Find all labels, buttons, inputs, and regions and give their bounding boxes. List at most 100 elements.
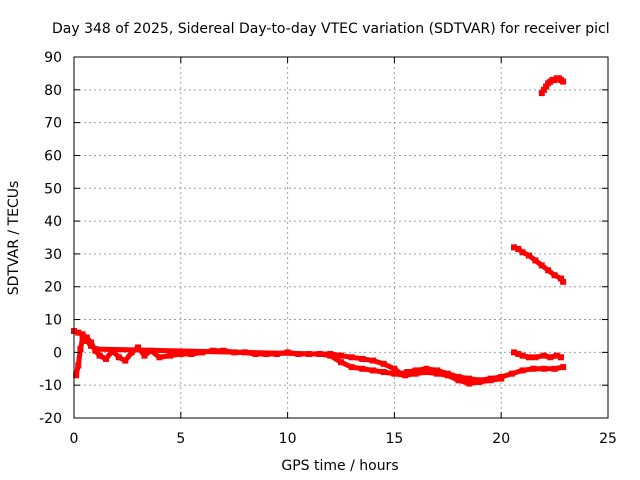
plot-frame (73, 56, 609, 419)
data-point (511, 349, 518, 356)
chart-title: Day 348 of 2025, Sidereal Day-to-day VTE… (52, 21, 610, 37)
data-point (423, 369, 430, 376)
y-tick-label: 0 (53, 345, 62, 361)
data-point (434, 370, 441, 377)
data-point (547, 354, 554, 361)
data-point (404, 369, 411, 376)
data-point (188, 351, 195, 358)
series-high-arc (538, 75, 567, 97)
data-point (455, 377, 462, 384)
data-point (444, 372, 451, 379)
y-tick-label: 40 (44, 214, 62, 230)
data-point (540, 365, 547, 372)
data-point (156, 354, 163, 361)
data-point (88, 342, 95, 349)
x-tick-label: 25 (599, 431, 617, 447)
data-point (83, 334, 90, 341)
data-point (359, 365, 366, 372)
data-point (532, 354, 539, 361)
data-point (316, 351, 323, 358)
data-point (498, 375, 505, 382)
data-point (545, 267, 552, 274)
data-point (466, 380, 473, 387)
series-declining-arc (511, 244, 567, 285)
data-point (348, 354, 355, 361)
data-point (370, 367, 377, 374)
series-main-track-lower (73, 336, 505, 387)
data-point (380, 360, 387, 367)
data-point (487, 377, 494, 384)
y-tick-label: 90 (44, 50, 62, 66)
data-point (466, 375, 473, 382)
data-point (515, 245, 522, 252)
data-point (540, 86, 547, 93)
data-point (79, 336, 86, 343)
x-tick-label: 15 (385, 431, 403, 447)
data-point (540, 352, 547, 359)
y-tick-label: 20 (44, 280, 62, 296)
series-late-low-arc (511, 349, 565, 361)
y-tick-label: -20 (39, 411, 62, 427)
x-tick-label: 0 (70, 431, 79, 447)
data-point (141, 352, 148, 359)
y-tick-label: 50 (44, 181, 62, 197)
data-point (338, 352, 344, 359)
data-point (73, 372, 80, 379)
x-tick-label: 5 (176, 431, 185, 447)
data-point (380, 369, 387, 376)
data-point (359, 355, 366, 362)
data-point (412, 367, 419, 374)
data-point (348, 364, 355, 371)
tick-layer: 0 5 10 15 20 25 -20 -10 0 10 20 30 40 50 60 70 80 90 (39, 50, 617, 447)
data-point (402, 372, 409, 379)
x-axis-label: GPS time / hours (281, 458, 398, 474)
data-point (560, 364, 567, 371)
data-point (519, 367, 526, 374)
data-point (391, 370, 398, 377)
x-tick-label: 20 (492, 431, 510, 447)
data-point (434, 367, 441, 374)
data-point (327, 352, 334, 359)
data-point (538, 90, 545, 97)
data-point (551, 365, 558, 372)
data-point (558, 275, 565, 282)
data-point (122, 357, 129, 364)
data-point (530, 365, 537, 372)
y-tick-label: 30 (44, 247, 62, 263)
data-point (423, 365, 430, 372)
data-point (476, 378, 483, 385)
data-point (83, 337, 90, 344)
data-point (455, 373, 462, 380)
y-axis-label: SDTVAR / TECUs (6, 181, 22, 296)
data-point (370, 357, 377, 364)
data-point (543, 83, 550, 90)
data-point (92, 346, 99, 353)
y-tick-label: 10 (44, 313, 62, 329)
data-point (558, 354, 565, 361)
data-point (525, 354, 532, 361)
data-point (511, 244, 518, 251)
data-point (115, 354, 122, 361)
data-point (553, 352, 560, 359)
data-point (391, 365, 398, 372)
data-point (519, 352, 526, 359)
data-point (519, 249, 526, 256)
data-point (167, 352, 174, 359)
y-tick-label: 70 (44, 116, 62, 132)
data-point (560, 278, 567, 285)
data-point (75, 362, 82, 369)
y-tick-label: -10 (39, 378, 62, 394)
data-point (560, 78, 567, 85)
data-point (515, 351, 522, 358)
data-point (412, 370, 419, 377)
data-point (525, 252, 532, 259)
data-point (77, 346, 84, 353)
data-point (75, 329, 82, 336)
data-layer (71, 75, 567, 387)
data-point (538, 262, 545, 269)
y-tick-label: 80 (44, 83, 62, 99)
y-tick-label: 60 (44, 148, 62, 164)
data-point (96, 352, 103, 359)
